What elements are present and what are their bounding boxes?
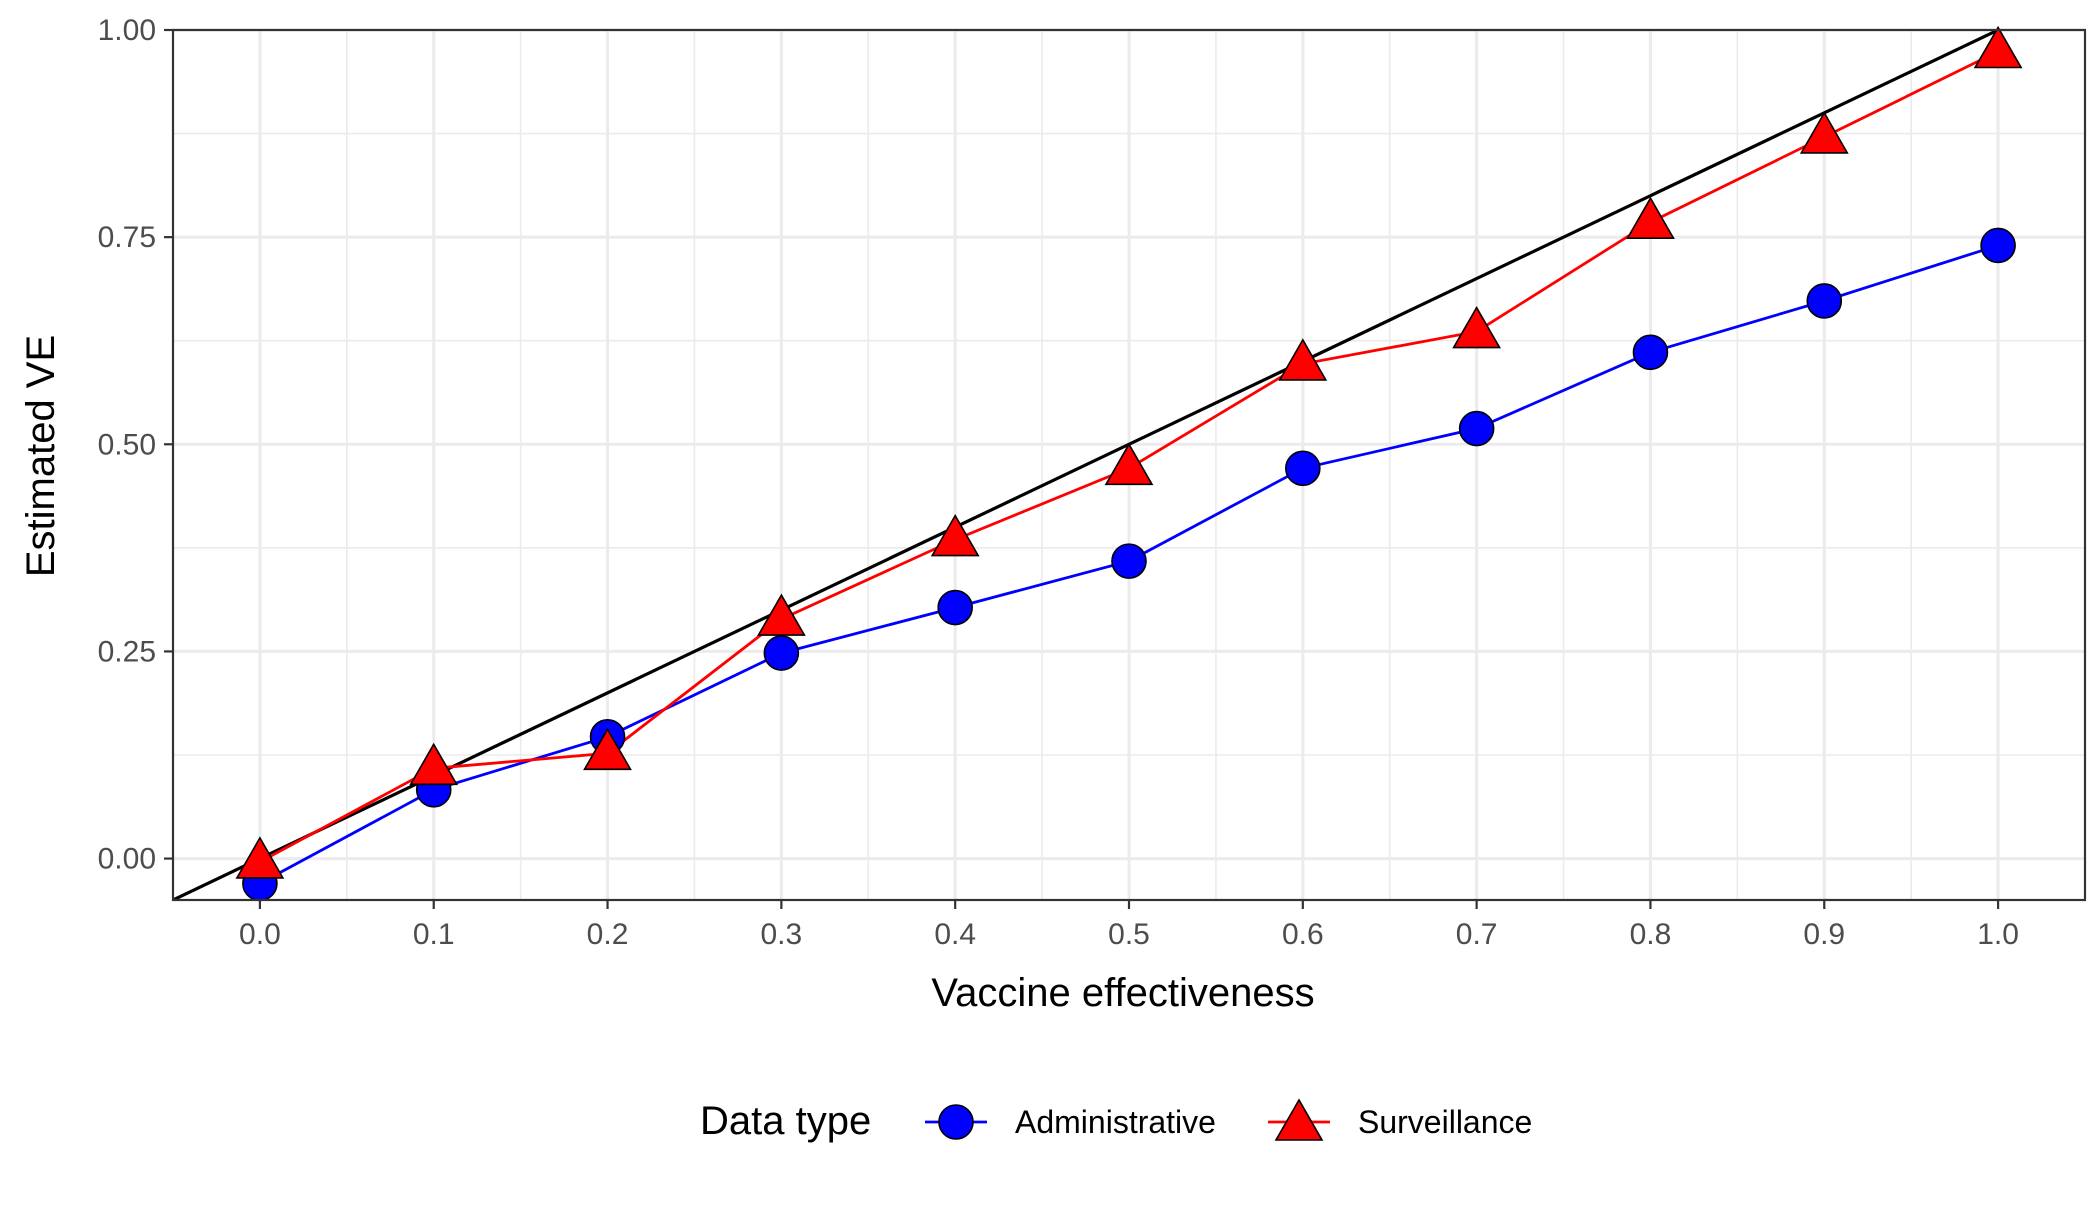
surveillance-point [1104, 442, 1154, 486]
x-tick-label: 0.9 [1803, 918, 1845, 951]
legend-key-marker-surveillance [1274, 1098, 1324, 1141]
x-tick-label: 0.1 [413, 918, 455, 951]
x-axis-title: Vaccine effectiveness [931, 971, 1314, 1015]
x-tick-label: 0.3 [761, 918, 803, 951]
x-tick-label: 0.5 [1108, 918, 1150, 951]
administrative-point [1111, 543, 1147, 579]
administrative-point [1980, 227, 2016, 264]
surveillance-point [583, 727, 632, 771]
administrative-point [937, 589, 973, 626]
surveillance-point [1626, 196, 1675, 239]
administrative-point [1458, 410, 1495, 447]
surveillance-point [1452, 305, 1501, 349]
legend-title: Data type [700, 1099, 871, 1143]
legend-items: Administrative Surveillance [925, 1098, 1532, 1141]
y-tick-label: 0.00 [98, 843, 156, 876]
x-tick-label: 0.8 [1630, 918, 1672, 951]
y-tick-label: 0.25 [98, 635, 156, 668]
x-tick-label: 0.4 [934, 918, 976, 951]
administrative-point [1806, 283, 1843, 319]
surveillance-point [1973, 25, 2023, 69]
series-layer [235, 25, 2023, 902]
grid-layer [173, 28, 2085, 900]
y-tick-label: 0.75 [98, 221, 156, 254]
x-tick-label: 1.0 [1977, 918, 2019, 951]
administrative-point [763, 635, 800, 671]
surveillance-point [409, 742, 459, 786]
y-tick-label: 0.50 [98, 428, 156, 461]
axis-layer: 0.0 0.1 0.2 0.3 0.4 0.5 0.6 0.7 0.8 0.9 1.0 0.00 0.2… [98, 14, 2019, 951]
x-tick-label: 0.6 [1282, 918, 1324, 951]
legend-label-administrative: Administrative [1015, 1104, 1216, 1140]
legend-key-marker-administrative [938, 1104, 974, 1140]
legend: Data type Administrative Surveillance [700, 1098, 1532, 1143]
x-tick-label: 0.2 [587, 918, 629, 951]
x-tick-label: 0.7 [1456, 918, 1498, 951]
surveillance-point [930, 513, 980, 557]
surveillance-point [235, 836, 285, 879]
y-axis-title: Estimated VE [19, 335, 63, 577]
surveillance-point [757, 593, 806, 636]
x-tick-label: 0.0 [239, 918, 281, 951]
administrative-point [1285, 450, 1321, 487]
administrative-point [1632, 334, 1669, 371]
surveillance-point [1278, 338, 1328, 381]
surveillance-point [1799, 111, 1849, 154]
legend-label-surveillance: Surveillance [1358, 1104, 1532, 1140]
y-tick-label: 1.00 [98, 14, 156, 47]
